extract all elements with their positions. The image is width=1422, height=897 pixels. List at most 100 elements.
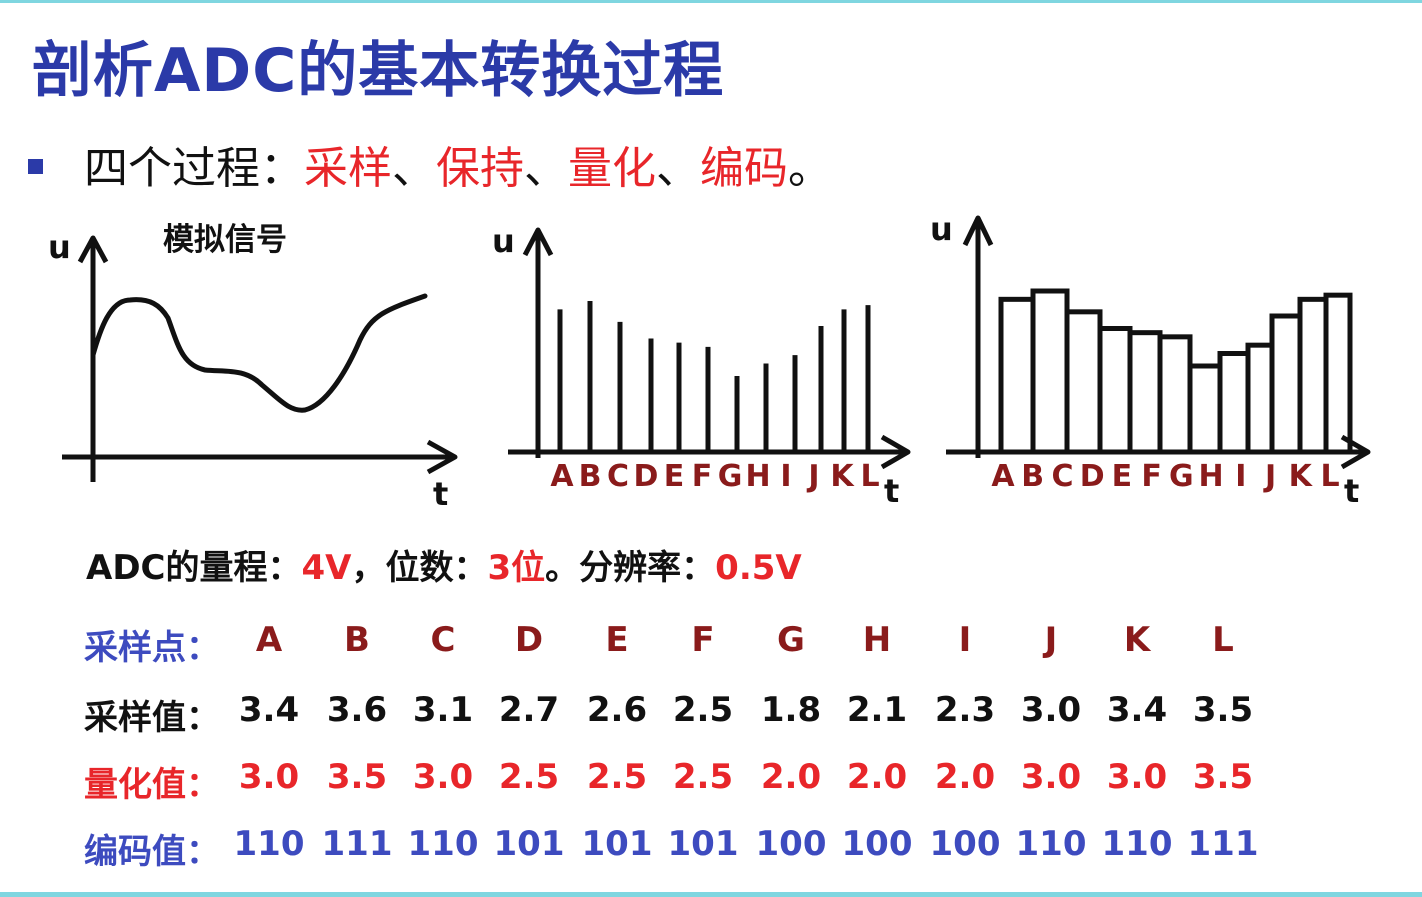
point-letter: G	[1169, 459, 1194, 494]
hold-bar	[1323, 292, 1353, 455]
point-letter: K	[830, 459, 855, 494]
table-cell: 2.0	[760, 757, 822, 797]
u-axis-arrow-icon	[77, 235, 109, 264]
point-letter: H	[1199, 459, 1224, 494]
bits-separator: ，	[351, 548, 386, 588]
table-cell: H	[862, 620, 892, 660]
point-letter: E	[664, 459, 685, 494]
point-letter: C	[607, 459, 629, 494]
range-value: 4V	[301, 548, 352, 588]
table-cell: 2.7	[498, 690, 560, 730]
table-cell: 3.4	[1106, 690, 1168, 730]
table-cell: 2.5	[672, 757, 734, 797]
hold-bar	[998, 296, 1036, 455]
table-cell: C	[430, 620, 456, 660]
table-cell: J	[1044, 620, 1058, 660]
table-cell: 3.5	[326, 757, 388, 797]
step-holding: 保持	[436, 143, 524, 194]
table-cell: B	[344, 620, 370, 660]
point-letter: J	[1263, 459, 1276, 494]
analog-waveform	[90, 293, 428, 413]
t-axis-label: t	[1344, 472, 1359, 510]
table-cell: D	[514, 620, 544, 660]
point-letter: D	[634, 459, 659, 494]
step-encoding: 编码	[700, 143, 788, 194]
range-label: ADC的量程：	[86, 548, 302, 588]
table-cell: 2.6	[586, 690, 648, 730]
row-label: 采样点：	[84, 628, 220, 668]
u-axis-label: u	[492, 222, 515, 260]
t-axis-label: t	[884, 472, 899, 510]
table-cell: E	[605, 620, 629, 660]
page-title: 剖析ADC的基本转换过程	[32, 36, 725, 106]
t-axis-arrow-icon	[880, 434, 911, 470]
hold-bar	[1030, 288, 1070, 455]
table-cell: 3.5	[1192, 757, 1254, 797]
point-letter: A	[550, 459, 574, 494]
point-letter: B	[1021, 459, 1044, 494]
bullet-square-icon	[28, 159, 43, 174]
row-label: 编码值：	[84, 832, 220, 872]
table-cell: 101	[493, 824, 565, 864]
table-cell: 2.0	[846, 757, 908, 797]
u-axis-label: u	[48, 228, 71, 266]
resolution-value: 0.5V	[715, 548, 802, 588]
point-letter: L	[1320, 459, 1339, 494]
table-cell: 3.5	[1192, 690, 1254, 730]
table-cell: 3.0	[1020, 757, 1082, 797]
point-letter: A	[991, 459, 1015, 494]
point-letter: B	[579, 459, 602, 494]
u-axis-arrow-icon	[522, 227, 554, 257]
point-letter: L	[860, 459, 879, 494]
table-cell: 3.1	[412, 690, 474, 730]
step-separator: 、	[524, 143, 568, 194]
point-letter: I	[1235, 459, 1246, 494]
u-axis-arrow-icon	[962, 215, 994, 247]
table-cell: 2.5	[498, 757, 560, 797]
hold-bar	[1064, 309, 1103, 455]
point-letter: K	[1289, 459, 1314, 494]
point-letter: J	[806, 459, 819, 494]
table-cell: 110	[1015, 824, 1087, 864]
bullet-prefix: 四个过程：	[84, 143, 304, 194]
table-cell: K	[1123, 620, 1151, 660]
table-cell: 3.0	[238, 757, 300, 797]
analog-signal-graph: u t 模拟信号	[48, 222, 458, 513]
point-letter: H	[745, 459, 770, 494]
hold-bar	[1097, 326, 1133, 455]
point-letter: C	[1051, 459, 1073, 494]
table-cell: 3.4	[238, 690, 300, 730]
table-cell: 100	[929, 824, 1001, 864]
t-axis-label: t	[433, 475, 448, 513]
hold-bar	[1187, 363, 1223, 455]
hold-bars	[998, 288, 1353, 455]
bullet-text: 四个过程：采样、保持、量化、编码。	[84, 132, 832, 196]
bits-value: 3位	[487, 548, 546, 588]
t-axis-arrow-icon	[426, 439, 458, 475]
table-cell: I	[958, 620, 972, 660]
resolution-label: 分辨率：	[579, 548, 716, 588]
point-letter: F	[692, 459, 713, 494]
table-cell: 111	[321, 824, 393, 864]
table-cell: 3.6	[326, 690, 388, 730]
table-cell: A	[255, 620, 283, 660]
point-letter: E	[1112, 459, 1133, 494]
bullet-end: 。	[788, 143, 832, 194]
table-cell: 3.0	[412, 757, 474, 797]
table-cell: 110	[233, 824, 305, 864]
table-cell: 3.0	[1106, 757, 1168, 797]
point-letter: G	[718, 459, 743, 494]
analog-signal-label: 模拟信号	[163, 222, 287, 258]
step-separator: 、	[392, 143, 436, 194]
step-separator: 、	[656, 143, 700, 194]
hold-bar	[1217, 351, 1251, 455]
table-cell: 2.5	[586, 757, 648, 797]
hold-bar	[1269, 313, 1303, 455]
table-cell: 100	[841, 824, 913, 864]
table-cell: 2.3	[934, 690, 996, 730]
hold-bar	[1245, 342, 1275, 455]
